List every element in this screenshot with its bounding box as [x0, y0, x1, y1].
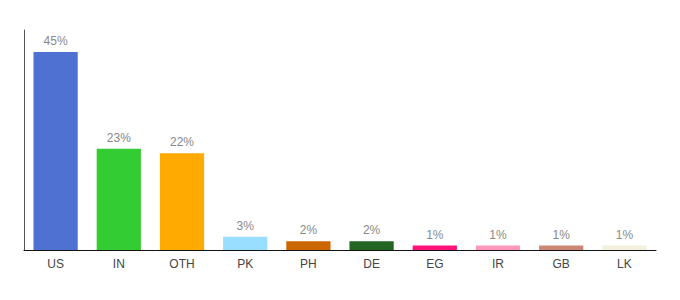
svg-text:1%: 1%: [553, 228, 571, 242]
svg-text:GB: GB: [553, 257, 570, 271]
svg-text:1%: 1%: [489, 228, 507, 242]
svg-text:PK: PK: [237, 257, 253, 271]
svg-text:PH: PH: [300, 257, 317, 271]
svg-text:45%: 45%: [44, 34, 68, 48]
svg-text:EG: EG: [426, 257, 443, 271]
svg-text:IR: IR: [492, 257, 504, 271]
svg-text:OTH: OTH: [169, 257, 194, 271]
svg-text:1%: 1%: [426, 228, 444, 242]
svg-text:1%: 1%: [616, 228, 634, 242]
svg-text:LK: LK: [617, 257, 632, 271]
svg-text:23%: 23%: [107, 131, 131, 145]
svg-text:3%: 3%: [237, 219, 255, 233]
svg-text:2%: 2%: [363, 223, 381, 237]
svg-text:22%: 22%: [170, 135, 194, 149]
svg-text:IN: IN: [113, 257, 125, 271]
svg-text:DE: DE: [363, 257, 380, 271]
svg-text:US: US: [47, 257, 64, 271]
svg-text:2%: 2%: [300, 223, 318, 237]
